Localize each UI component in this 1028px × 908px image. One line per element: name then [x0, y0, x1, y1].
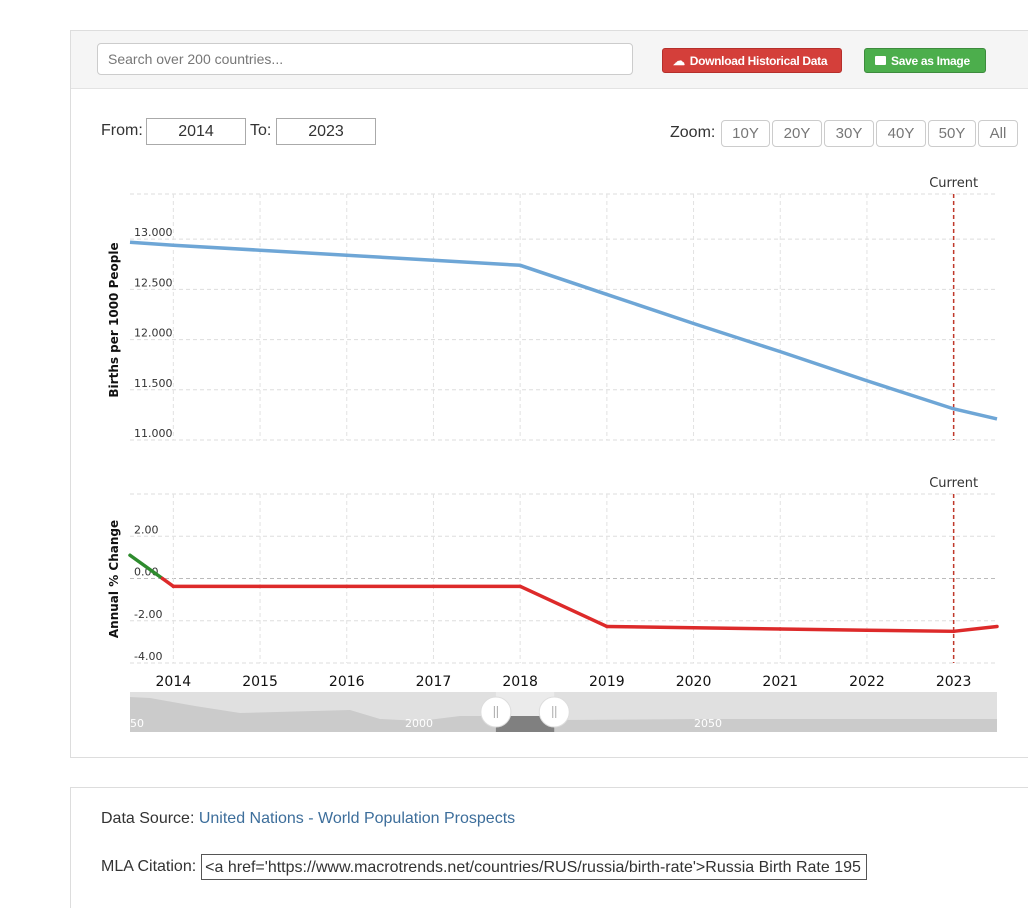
source-link[interactable]: United Nations - World Population Prospe… — [198, 810, 516, 827]
birth-rate-line — [129, 240, 998, 421]
zoom-10y-button[interactable]: 10Y — [721, 120, 770, 147]
from-year-input[interactable]: 2014 — [146, 118, 246, 145]
citation: MLA Citation: <a href='https://www.macrot… — [101, 854, 868, 880]
grip-icon — [552, 706, 557, 718]
mla-citation-input[interactable]: <a href='https://www.macrotrends.net/cou… — [201, 854, 868, 880]
chart-card: ☁ Download Historical Data Save as Image… — [70, 30, 1028, 758]
zoom-label: Zoom: — [670, 124, 716, 141]
x-tick-label: 2017 — [416, 674, 452, 690]
navigator-handle[interactable] — [538, 696, 570, 728]
save-label: Save as Image — [891, 53, 970, 68]
toolbar: ☁ Download Historical Data Save as Image — [71, 31, 1028, 89]
save-as-image-button[interactable]: Save as Image — [864, 48, 986, 73]
navigator-label: 2050 — [694, 717, 722, 730]
citation-label: MLA Citation: — [101, 858, 197, 875]
x-tick-label: 2021 — [762, 674, 798, 690]
navigator-label: 2000 — [405, 717, 433, 730]
navigator-handle[interactable] — [480, 696, 512, 728]
download-label: Download Historical Data — [689, 53, 828, 68]
cloud-download-icon: ☁ — [673, 53, 685, 68]
navigator-series — [130, 697, 997, 732]
x-tick-label: 2020 — [676, 674, 712, 690]
change-line-segment — [778, 627, 869, 633]
x-tick-label: 2018 — [502, 674, 538, 690]
to-year-input[interactable]: 2023 — [276, 118, 376, 145]
y-tick-label: -4.00 — [134, 650, 162, 663]
current-label: Current — [929, 476, 978, 491]
x-tick-label: 2022 — [849, 674, 885, 690]
zoom-all-button[interactable]: All — [978, 120, 1018, 147]
from-label: From: — [101, 122, 143, 139]
x-tick-label: 2023 — [936, 674, 972, 690]
y-tick-label: 2.00 — [134, 523, 159, 536]
current-label: Current — [929, 176, 978, 191]
x-tick-label: 2015 — [242, 674, 278, 690]
navigator-label: 1950 — [116, 717, 144, 730]
zoom-20y-button[interactable]: 20Y — [772, 120, 822, 147]
change-line-segment — [691, 625, 782, 631]
y-tick-label: 11.500 — [134, 377, 173, 390]
change-line-segment — [160, 576, 176, 589]
image-icon — [875, 56, 886, 65]
change-line-segment — [951, 624, 999, 634]
x-tick-label: 2016 — [329, 674, 365, 690]
y-tick-label: 12.000 — [134, 327, 173, 340]
y-tick-label: 0.00 — [134, 566, 159, 579]
y-tick-label: 11.000 — [134, 427, 173, 440]
x-tick-label: 2014 — [156, 674, 192, 690]
zoom-40y-button[interactable]: 40Y — [876, 120, 926, 147]
zoom-50y-button[interactable]: 50Y — [928, 120, 976, 147]
data-source: Data Source: United Nations - World Popu… — [101, 810, 515, 828]
change-line-segment — [605, 624, 696, 630]
navigator-selected-series — [495, 716, 555, 732]
source-card: Data Source: United Nations - World Popu… — [70, 787, 1028, 908]
y-axis-title-rate: Births per 1000 People — [107, 242, 121, 397]
source-label: Data Source: — [101, 810, 195, 827]
y-axis-title-change: Annual % Change — [107, 520, 121, 638]
change-line-segment — [865, 628, 956, 634]
to-label: To: — [250, 122, 272, 139]
y-tick-label: 12.500 — [134, 276, 173, 289]
y-tick-label: 13.000 — [134, 226, 173, 239]
zoom-30y-button[interactable]: 30Y — [824, 120, 874, 147]
download-historical-data-button[interactable]: ☁ Download Historical Data — [662, 48, 842, 73]
grip-icon — [493, 706, 498, 718]
country-search-input[interactable] — [97, 43, 633, 75]
birth-rate-chart: Births per 1000 People Annual % Change 1… — [107, 176, 999, 732]
change-line-segment — [128, 553, 165, 581]
x-tick-label: 2019 — [589, 674, 625, 690]
change-line-segment — [518, 584, 609, 629]
y-tick-label: -2.00 — [134, 608, 162, 621]
